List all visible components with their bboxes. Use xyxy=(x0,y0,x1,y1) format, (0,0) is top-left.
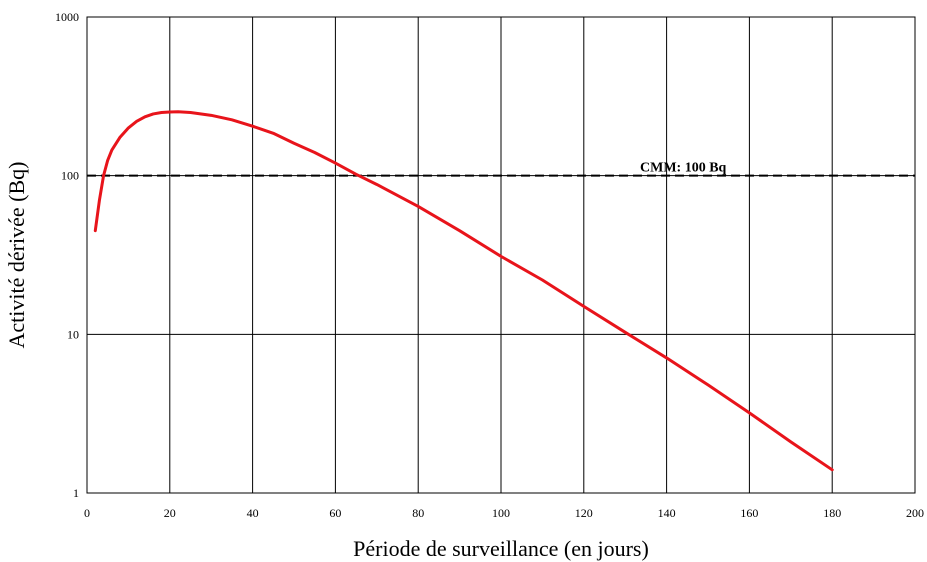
reference-line-label: CMM: 100 Bq xyxy=(640,161,727,176)
y-tick-label: 1000 xyxy=(55,10,79,24)
y-tick-labels: 1 10 100 1000 xyxy=(55,10,79,500)
y-axis-title: Activité dérivée (Bq) xyxy=(4,162,29,349)
x-tick-label: 80 xyxy=(412,506,424,520)
x-tick-label: 160 xyxy=(740,506,758,520)
reference-lines: CMM: 100 Bq xyxy=(87,161,915,177)
x-tick-label: 180 xyxy=(823,506,841,520)
x-tick-label: 100 xyxy=(492,506,510,520)
x-tick-label: 60 xyxy=(329,506,341,520)
x-tick-label: 40 xyxy=(247,506,259,520)
y-tick-label: 1 xyxy=(73,486,79,500)
y-tick-label: 10 xyxy=(67,327,79,341)
x-axis-title: Période de surveillance (en jours) xyxy=(353,536,649,561)
x-tick-label: 0 xyxy=(84,506,90,520)
series-layer xyxy=(93,110,834,472)
x-tick-label: 120 xyxy=(575,506,593,520)
y-tick-label: 100 xyxy=(61,169,79,183)
x-tick-labels: 0 20 40 60 80 100 120 140 160 180 200 xyxy=(84,506,924,520)
plot-frame xyxy=(86,16,916,494)
x-tick-label: 20 xyxy=(164,506,176,520)
x-tick-label: 140 xyxy=(658,506,676,520)
x-tick-label: 200 xyxy=(906,506,924,520)
series-line-0 xyxy=(93,110,834,472)
